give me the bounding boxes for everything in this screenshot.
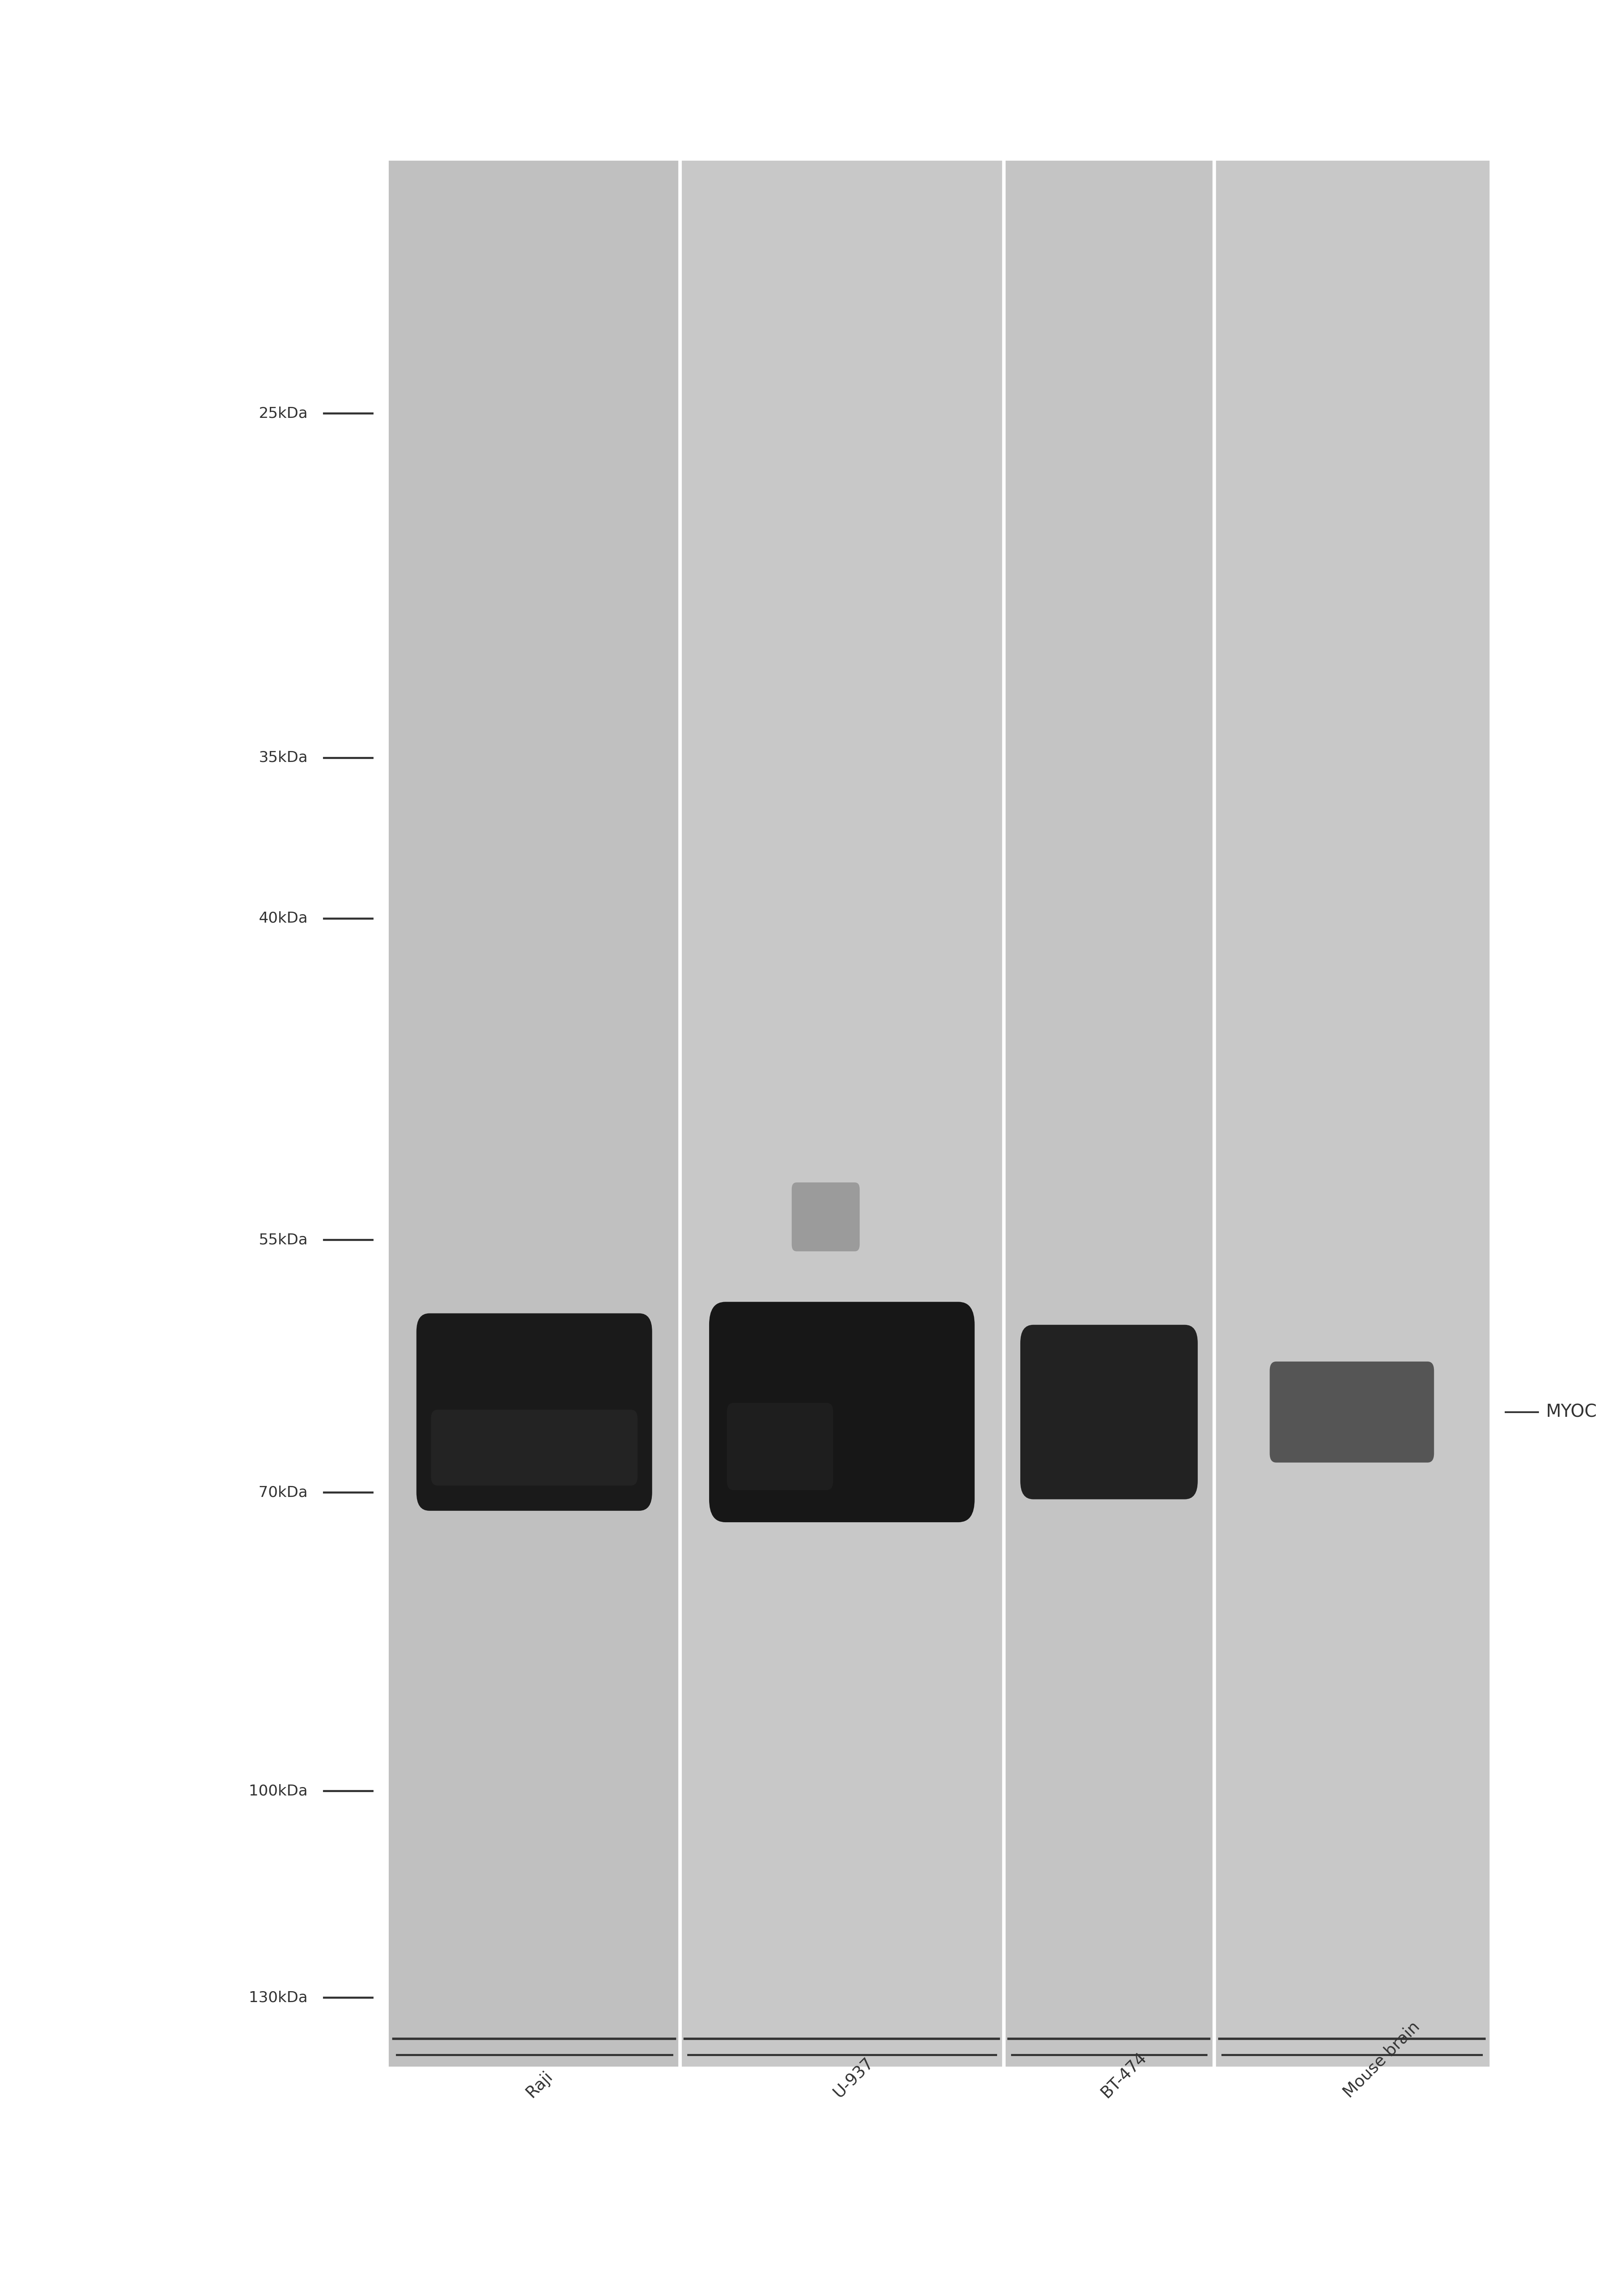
Text: 130kDa: 130kDa [249, 1991, 308, 2004]
Text: U-937: U-937 [831, 2055, 877, 2101]
FancyBboxPatch shape [709, 1302, 975, 1522]
Text: 55kDa: 55kDa [259, 1233, 308, 1247]
FancyBboxPatch shape [727, 1403, 834, 1490]
FancyBboxPatch shape [416, 1313, 652, 1511]
FancyBboxPatch shape [792, 1182, 860, 1251]
Text: Raji: Raji [523, 2069, 555, 2101]
FancyBboxPatch shape [431, 1410, 638, 1486]
Text: 25kDa: 25kDa [259, 406, 308, 420]
Text: BT-474: BT-474 [1098, 2050, 1149, 2101]
Text: 100kDa: 100kDa [249, 1784, 308, 1798]
Bar [1214, 161, 1489, 2066]
FancyBboxPatch shape [1020, 1325, 1198, 1499]
Bar [680, 161, 1004, 2066]
Text: 35kDa: 35kDa [259, 751, 308, 765]
Text: 40kDa: 40kDa [259, 912, 308, 925]
Text: 70kDa: 70kDa [259, 1486, 308, 1499]
Text: MYOC: MYOC [1546, 1403, 1598, 1421]
Bar [389, 161, 680, 2066]
Text: Mouse brain: Mouse brain [1341, 2018, 1423, 2101]
Bar [1004, 161, 1214, 2066]
FancyBboxPatch shape [1269, 1362, 1434, 1463]
